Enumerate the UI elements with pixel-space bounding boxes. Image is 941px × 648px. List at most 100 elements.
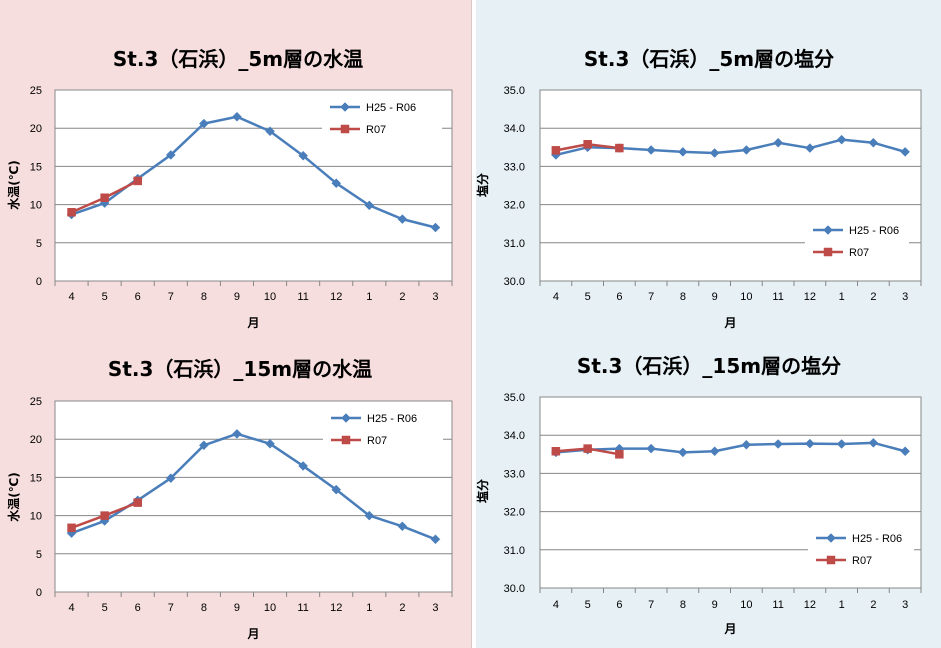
x-tick-label: 10 [264, 291, 276, 303]
data-point [265, 126, 275, 137]
data-point [646, 145, 656, 155]
y-tick-label: 34.0 [504, 123, 525, 135]
data-point [615, 450, 624, 459]
legend-marker [823, 247, 833, 257]
data-point [298, 150, 308, 161]
y-tick-label: 33.0 [504, 468, 525, 480]
data-point [331, 178, 342, 189]
data-point [430, 222, 441, 233]
data-point [199, 118, 209, 129]
legend-box [322, 95, 442, 141]
series-r07 [551, 139, 624, 155]
x-tick-label: 9 [712, 291, 718, 303]
data-point [133, 498, 142, 507]
legend-label: R07 [367, 435, 387, 447]
x-tick-label: 6 [616, 291, 622, 303]
x-tick-label: 2 [399, 291, 405, 303]
legend: H25 - R06 R07 [808, 526, 914, 576]
y-tick-label: 32.0 [504, 200, 525, 212]
y-tick-label: 32.0 [504, 507, 525, 519]
legend: H25 - R06 R07 [323, 406, 443, 452]
y-tick-label: 15 [30, 161, 42, 173]
y-tick-label: 30.0 [504, 583, 525, 595]
data-point [67, 523, 76, 533]
data-point [551, 446, 561, 456]
x-tick-label: 8 [201, 291, 207, 303]
data-point [232, 428, 242, 439]
y-tick-label: 35.0 [504, 392, 525, 404]
chart-4: St.3（石浜）_15m層の塩分 30.0 31.0 32.0 33.0 34.0 35.0… [475, 354, 922, 636]
x-tick-label: 12 [804, 599, 816, 611]
data-point [397, 214, 408, 224]
legend-label: H25 - R06 [366, 102, 416, 114]
y-tick-label: 10 [30, 200, 42, 212]
x-tick-label: 1 [366, 602, 372, 614]
x-tick-label: 6 [616, 599, 622, 611]
series-r07 [67, 176, 142, 217]
x-tick-label: 2 [870, 599, 876, 611]
y-tick-label: 5 [36, 549, 42, 561]
data-point [331, 484, 342, 495]
x-tick-label: 4 [68, 602, 74, 614]
data-point [615, 143, 624, 153]
legend: H25 - R06 R07 [805, 218, 909, 268]
series-line [555, 441, 906, 454]
data-point [232, 111, 242, 122]
x-axis-title: 月 [246, 627, 259, 641]
x-tick-label: 9 [234, 291, 240, 303]
x-axis-title: 月 [723, 316, 736, 330]
legend-label: H25 - R06 [367, 413, 417, 425]
x-tick-label: 7 [168, 291, 174, 303]
x-tick-label: 11 [772, 599, 783, 611]
legend-box [323, 406, 443, 452]
x-tick-label: 5 [585, 291, 591, 303]
legend-marker [341, 413, 351, 423]
y-tick-label: 0 [36, 587, 42, 599]
data-point [100, 193, 109, 202]
y-tick-label: 20 [30, 123, 42, 135]
x-tick-label: 6 [135, 291, 141, 303]
y-tick-label: 31.0 [504, 545, 525, 557]
data-point [133, 176, 142, 186]
x-tick-label: 10 [740, 291, 752, 303]
x-tick-label: 9 [234, 602, 240, 614]
y-axis-title: 塩分 [475, 479, 490, 503]
data-point [583, 139, 592, 149]
data-point [805, 143, 815, 153]
x-tick-label: 12 [330, 602, 342, 614]
y-tick-label: 31.0 [504, 238, 525, 250]
y-tick-label: 15 [30, 472, 42, 484]
data-point [67, 207, 76, 217]
data-point [678, 147, 688, 157]
y-tick-label: 25 [30, 85, 42, 97]
x-tick-label: 9 [712, 599, 718, 611]
y-axis-title: 水温(℃) [6, 472, 21, 522]
data-point [773, 137, 783, 148]
data-point [678, 447, 688, 458]
legend-marker [823, 225, 833, 235]
x-tick-label: 5 [102, 291, 108, 303]
data-point [646, 443, 656, 454]
data-point [100, 511, 109, 520]
data-point [868, 437, 879, 448]
chart-title: St.3（石浜）_5m層の水温 [113, 47, 363, 71]
x-tick-label: 4 [553, 291, 559, 303]
data-point [805, 438, 815, 449]
data-point [868, 137, 879, 148]
x-tick-label: 2 [870, 291, 876, 303]
legend-marker [340, 124, 350, 134]
series-r07 [551, 444, 624, 459]
legend-label: R07 [849, 247, 869, 259]
legend-marker [826, 555, 836, 565]
chart-title: St.3（石浜）_15m層の水温 [108, 357, 372, 381]
legend-label: R07 [852, 555, 872, 567]
y-tick-label: 20 [30, 434, 42, 446]
data-point [265, 438, 275, 449]
x-tick-label: 8 [680, 291, 686, 303]
data-point [741, 145, 752, 155]
data-point [836, 134, 847, 145]
data-point [165, 150, 176, 160]
x-tick-label: 1 [366, 291, 372, 303]
